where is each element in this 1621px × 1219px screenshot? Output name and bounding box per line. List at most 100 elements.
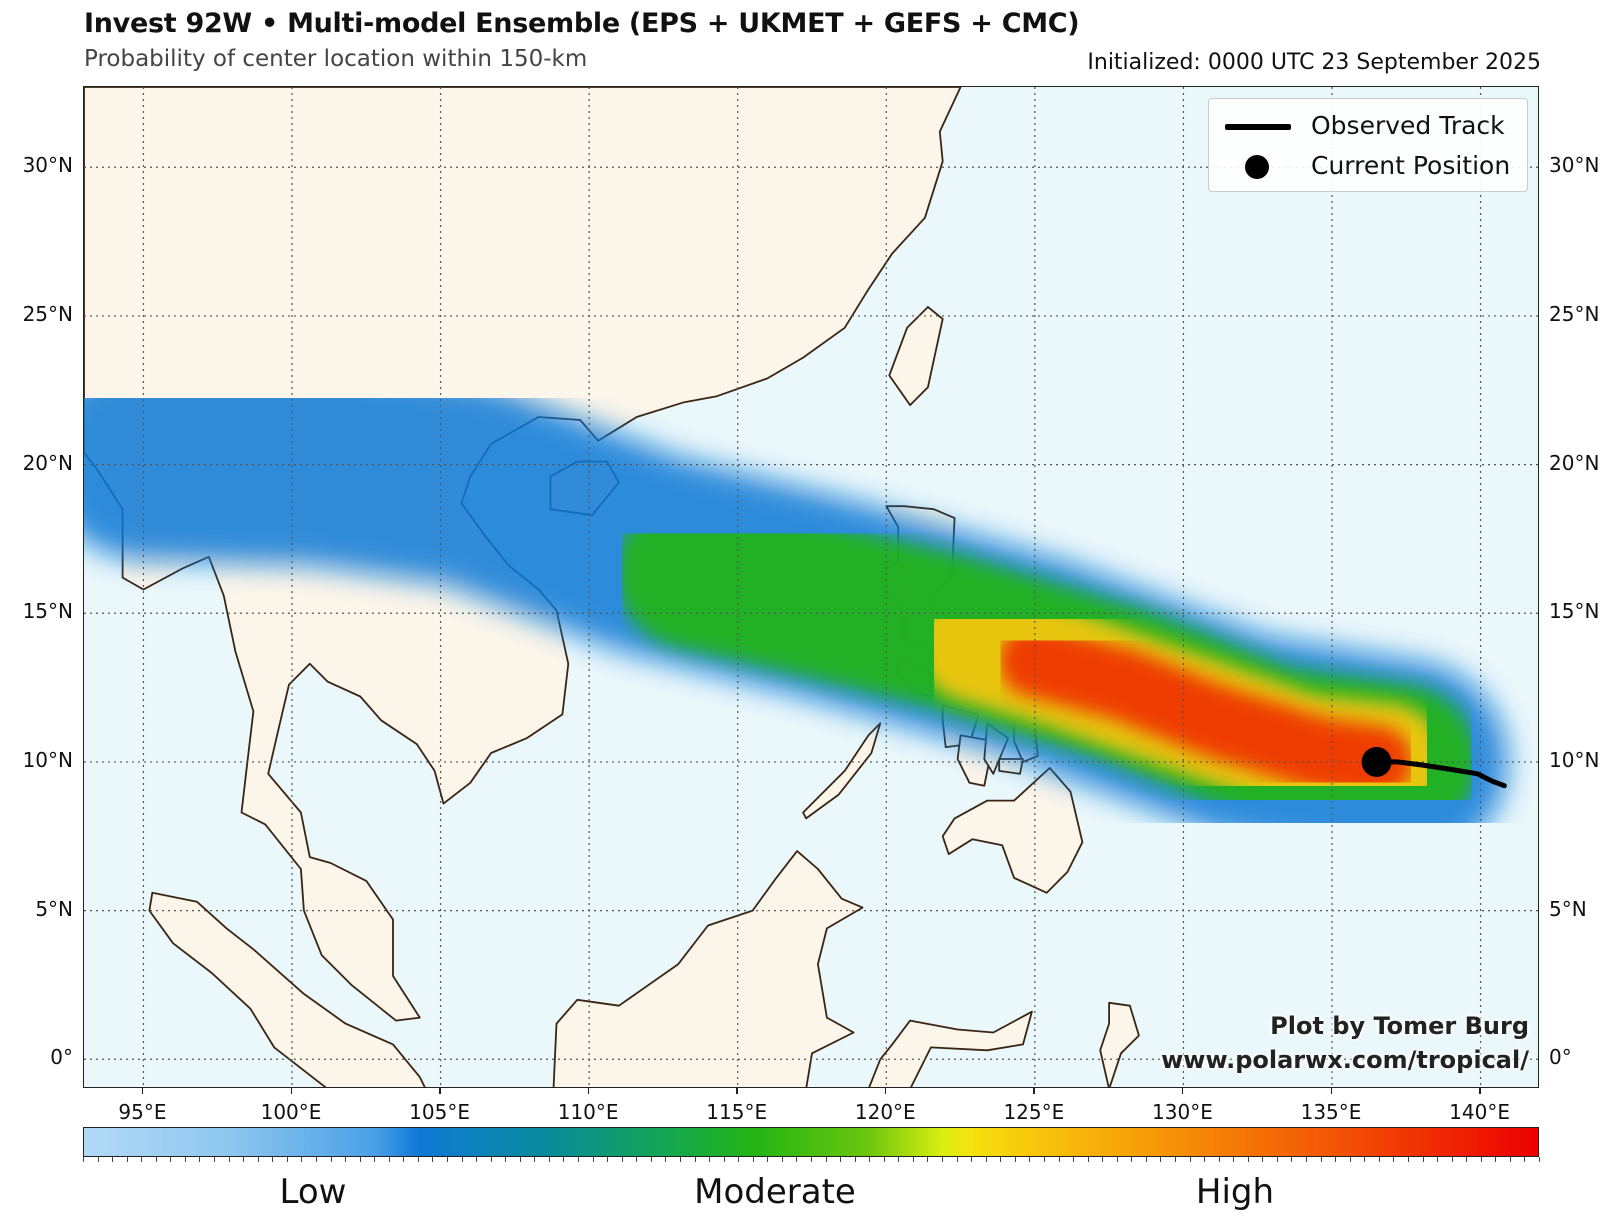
colorbar-minor-tick	[1495, 1157, 1497, 1162]
colorbar-minor-tick	[650, 1157, 652, 1162]
lon-tick-mark	[439, 1088, 441, 1094]
colorbar-minor-tick	[1364, 1157, 1366, 1162]
lon-tick-mark	[1479, 1088, 1481, 1094]
colorbar-minor-tick	[869, 1157, 871, 1162]
colorbar-minor-tick	[1291, 1157, 1293, 1162]
colorbar-minor-tick	[345, 1157, 347, 1162]
colorbar-minor-tick	[286, 1157, 288, 1162]
lon-tick-label: 125°E	[1003, 1100, 1065, 1124]
landmass-sulawesi	[868, 1010, 1033, 1087]
track-line-swatch	[1225, 124, 1291, 130]
colorbar-minor-tick	[1524, 1157, 1526, 1162]
lon-tick-label: 100°E	[260, 1100, 322, 1124]
lat-tick-label-left: 20°N	[22, 450, 73, 475]
colorbar-minor-tick	[1306, 1157, 1308, 1162]
colorbar-minor-tick	[1043, 1157, 1045, 1162]
colorbar-minor-tick	[592, 1157, 594, 1162]
lat-tick-label-right: 15°N	[1549, 599, 1600, 624]
credit-url: www.polarwx.com/tropical/	[1161, 1046, 1529, 1074]
lon-tick-label: 130°E	[1152, 1100, 1213, 1124]
lon-tick-label: 140°E	[1449, 1100, 1510, 1124]
colorbar-minor-tick	[243, 1157, 245, 1162]
lat-tick-label-left: 15°N	[22, 599, 73, 624]
colorbar-minor-tick	[403, 1157, 405, 1162]
colorbar-minor-tick	[519, 1157, 521, 1162]
colorbar-minor-tick	[388, 1157, 390, 1162]
lat-tick-label-right: 10°N	[1549, 747, 1600, 772]
colorbar-minor-tick	[505, 1157, 507, 1162]
landmass-borneo	[552, 850, 864, 1087]
colorbar-minor-tick	[490, 1157, 492, 1162]
colorbar-minor-tick	[1320, 1157, 1322, 1162]
colorbar-minor-tick	[1480, 1157, 1482, 1162]
lat-tick-label-right: 5°N	[1549, 896, 1587, 921]
colorbar-minor-tick	[723, 1157, 725, 1162]
colorbar-minor-tick	[854, 1157, 856, 1162]
colorbar-minor-tick	[1014, 1157, 1016, 1162]
colorbar-minor-tick	[1262, 1157, 1264, 1162]
observed-track-line	[1374, 759, 1507, 789]
lat-tick-label-left: 0°	[50, 1045, 73, 1070]
colorbar-minor-tick	[1451, 1157, 1453, 1162]
colorbar-minor-tick	[563, 1157, 565, 1162]
lat-tick-label-right: 0°	[1549, 1045, 1572, 1070]
legend-label: Current Position	[1311, 151, 1511, 180]
colorbar-minor-tick	[1189, 1157, 1191, 1162]
colorbar-minor-tick	[1204, 1157, 1206, 1162]
colorbar-minor-tick	[578, 1157, 580, 1162]
colorbar-minor-tick	[985, 1157, 987, 1162]
colorbar-label-high: High	[1195, 1172, 1275, 1212]
colorbar-label-low: Low	[279, 1172, 347, 1212]
colorbar-minor-tick	[1466, 1157, 1468, 1162]
colorbar-minor-tick	[97, 1157, 99, 1162]
landmass-sumatra	[148, 891, 426, 1087]
colorbar-minor-tick	[1087, 1157, 1089, 1162]
colorbar-minor-tick	[1247, 1157, 1249, 1162]
colorbar-minor-tick	[738, 1157, 740, 1162]
colorbar-minor-tick	[1349, 1157, 1351, 1162]
colorbar-minor-tick	[476, 1157, 478, 1162]
colorbar-minor-tick	[1102, 1157, 1104, 1162]
lat-tick-label-right: 30°N	[1549, 153, 1600, 178]
colorbar-minor-tick	[170, 1157, 172, 1162]
colorbar-minor-tick	[971, 1157, 973, 1162]
init-time: Initialized: 0000 UTC 23 September 2025	[1087, 50, 1541, 75]
colorbar-minor-tick	[315, 1157, 317, 1162]
map-title: Invest 92W • Multi-model Ensemble (EPS +…	[84, 8, 1080, 39]
colorbar-minor-tick	[1276, 1157, 1278, 1162]
colorbar-minor-tick	[461, 1157, 463, 1162]
current-position-marker	[1361, 746, 1392, 777]
colorbar-minor-tick	[126, 1157, 128, 1162]
colorbar-minor-tick	[956, 1157, 958, 1162]
map-subtitle: Probability of center location within 15…	[84, 46, 588, 72]
colorbar-minor-tick	[694, 1157, 696, 1162]
colorbar-minor-tick	[621, 1157, 623, 1162]
colorbar-minor-tick	[607, 1157, 609, 1162]
lon-tick-label: 95°E	[118, 1100, 167, 1124]
colorbar-minor-tick	[1073, 1157, 1075, 1162]
colorbar-minor-tick	[636, 1157, 638, 1162]
track-layer	[1361, 746, 1507, 789]
lon-tick-mark	[587, 1088, 590, 1094]
colorbar-minor-tick	[141, 1157, 143, 1162]
colorbar-minor-tick	[1393, 1157, 1395, 1162]
graticule	[84, 87, 1538, 1087]
colorbar-minor-tick	[112, 1157, 114, 1162]
colorbar-minor-tick	[417, 1157, 419, 1162]
colorbar-minor-tick	[1539, 1157, 1540, 1162]
colorbar-minor-tick	[781, 1157, 783, 1162]
credit-author: Plot by Tomer Burg	[1270, 1012, 1529, 1040]
colorbar-minor-tick	[898, 1157, 900, 1162]
colorbar-minor-tick	[1160, 1157, 1162, 1162]
swath-band-high	[999, 625, 1413, 798]
colorbar-minor-tick	[432, 1157, 434, 1162]
map-legend: Observed Track Current Position	[1208, 98, 1528, 192]
colorbar-minor-tick	[752, 1157, 754, 1162]
colorbar-label-moderate: Moderate	[694, 1172, 856, 1212]
colorbar-minor-tick	[883, 1157, 885, 1162]
lon-tick-mark	[141, 1088, 144, 1094]
landmass-bohol	[998, 758, 1024, 775]
colorbar-minor-tick	[1116, 1157, 1118, 1162]
legend-item-observed-track: Observed Track	[1219, 107, 1519, 147]
lat-tick-label-right: 25°N	[1549, 301, 1600, 326]
